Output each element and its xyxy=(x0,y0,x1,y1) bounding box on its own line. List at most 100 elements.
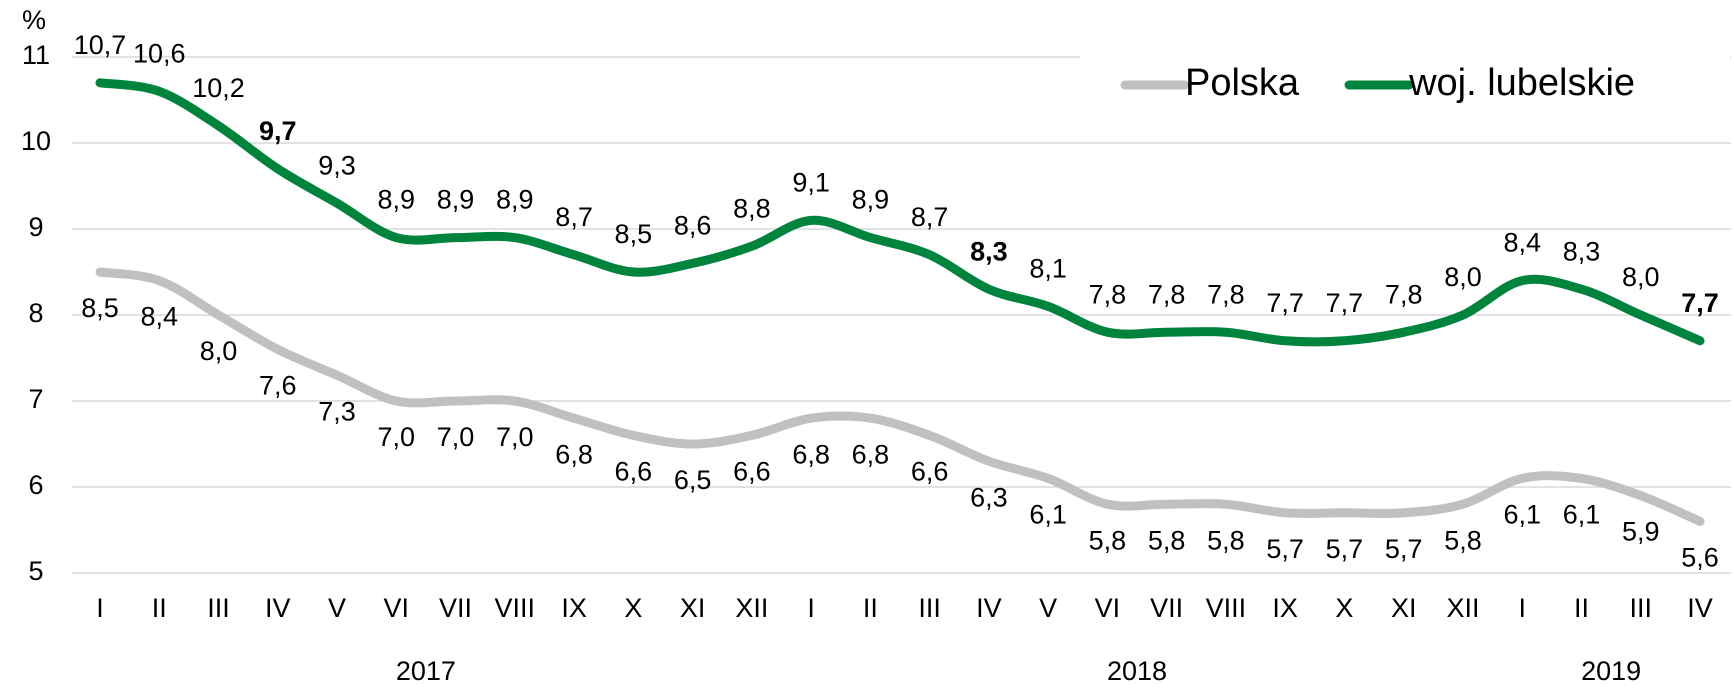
data-label: 10,2 xyxy=(192,73,245,103)
data-label: 8,4 xyxy=(1503,228,1541,258)
legend-label: woj. lubelskie xyxy=(1408,62,1635,104)
data-label: 8,5 xyxy=(615,219,653,249)
data-label: 5,7 xyxy=(1326,534,1364,564)
x-tick-label: II xyxy=(863,593,878,623)
data-label: 5,8 xyxy=(1148,525,1186,555)
x-tick-label: X xyxy=(1335,593,1353,623)
x-tick-label: IV xyxy=(1687,593,1713,623)
data-label: 7,0 xyxy=(437,422,475,452)
year-label: 2018 xyxy=(1107,656,1167,686)
data-label: 6,1 xyxy=(1503,500,1541,530)
year-label: 2017 xyxy=(396,656,456,686)
data-label: 7,0 xyxy=(496,422,534,452)
data-label: 8,4 xyxy=(140,302,178,332)
data-label: 8,7 xyxy=(911,202,949,232)
y-tick-label: 5 xyxy=(28,556,43,586)
data-label: 6,8 xyxy=(852,439,890,469)
x-tick-label: XI xyxy=(680,593,706,623)
data-label: 8,0 xyxy=(200,336,238,366)
data-label: 5,7 xyxy=(1385,534,1423,564)
data-label: 9,7 xyxy=(259,116,297,146)
data-label: 5,9 xyxy=(1622,517,1660,547)
legend-label: Polska xyxy=(1185,62,1300,104)
data-label: 8,9 xyxy=(378,185,416,215)
data-label: 8,9 xyxy=(852,185,890,215)
data-label: 6,8 xyxy=(792,439,830,469)
x-tick-label: IV xyxy=(976,593,1002,623)
x-tick-label: III xyxy=(1629,593,1652,623)
x-tick-label: VIII xyxy=(1206,593,1247,623)
data-label: 7,7 xyxy=(1326,288,1364,318)
data-label: 6,6 xyxy=(911,457,949,487)
data-label: 8,1 xyxy=(1029,254,1067,284)
x-tick-label: XI xyxy=(1391,593,1417,623)
data-label: 10,6 xyxy=(133,39,186,69)
data-label: 6,3 xyxy=(970,482,1008,512)
x-tick-label: II xyxy=(1574,593,1589,623)
data-label: 8,3 xyxy=(970,236,1008,266)
data-label: 7,8 xyxy=(1089,279,1127,309)
x-tick-label: VI xyxy=(384,593,410,623)
data-label: 9,3 xyxy=(318,150,356,180)
x-tick-label: III xyxy=(918,593,941,623)
data-label: 6,6 xyxy=(615,457,653,487)
y-tick-label: 7 xyxy=(28,384,43,414)
y-tick-label: 10 xyxy=(21,126,51,156)
x-tick-label: I xyxy=(807,593,815,623)
x-tick-label: III xyxy=(207,593,230,623)
data-label: 8,9 xyxy=(437,185,475,215)
data-label: 5,7 xyxy=(1266,534,1304,564)
data-label: 7,7 xyxy=(1681,288,1719,318)
series-line xyxy=(95,78,1705,347)
x-tick-label: I xyxy=(1518,593,1526,623)
data-label: 8,7 xyxy=(555,202,593,232)
data-label: 6,1 xyxy=(1563,500,1601,530)
data-label: 5,6 xyxy=(1681,543,1719,573)
data-label: 8,5 xyxy=(81,293,119,323)
data-label: 7,8 xyxy=(1385,279,1423,309)
y-axis-label: % xyxy=(22,5,46,35)
x-tick-label: IX xyxy=(1272,593,1298,623)
data-label: 7,3 xyxy=(318,396,356,426)
y-tick-label: 11 xyxy=(22,40,50,70)
data-label: 5,8 xyxy=(1444,525,1482,555)
data-label: 10,7 xyxy=(74,30,127,60)
data-label: 7,8 xyxy=(1148,279,1186,309)
x-tick-label: VI xyxy=(1095,593,1121,623)
x-tick-label: VII xyxy=(1150,593,1183,623)
data-label: 6,6 xyxy=(733,457,771,487)
y-tick-label: 9 xyxy=(28,212,43,242)
x-tick-label: VII xyxy=(439,593,472,623)
x-tick-label: IV xyxy=(265,593,291,623)
data-label: 5,8 xyxy=(1207,525,1245,555)
x-tick-label: XII xyxy=(1446,593,1479,623)
x-tick-label: II xyxy=(152,593,167,623)
data-label: 6,5 xyxy=(674,465,712,495)
data-label: 7,0 xyxy=(378,422,416,452)
x-tick-label: XII xyxy=(735,593,768,623)
data-label: 5,8 xyxy=(1089,525,1127,555)
data-label: 8,9 xyxy=(496,185,534,215)
data-label: 7,6 xyxy=(259,371,297,401)
data-label: 7,8 xyxy=(1207,279,1245,309)
x-tick-label: VIII xyxy=(495,593,536,623)
data-label: 7,7 xyxy=(1266,288,1304,318)
data-label: 8,6 xyxy=(674,211,712,241)
x-tick-label: I xyxy=(96,593,104,623)
x-tick-label: X xyxy=(624,593,642,623)
y-tick-label: 8 xyxy=(28,298,43,328)
data-label: 8,8 xyxy=(733,193,771,223)
series-line xyxy=(95,267,1705,526)
x-tick-label: V xyxy=(328,593,346,623)
data-label: 6,8 xyxy=(555,439,593,469)
x-tick-label: V xyxy=(1039,593,1057,623)
y-tick-label: 6 xyxy=(28,470,43,500)
year-label: 2019 xyxy=(1581,656,1641,686)
data-label: 8,0 xyxy=(1444,262,1482,292)
data-label: 8,3 xyxy=(1563,236,1601,266)
data-label: 6,1 xyxy=(1029,500,1067,530)
data-label: 9,1 xyxy=(792,168,830,198)
data-label: 8,0 xyxy=(1622,262,1660,292)
x-tick-label: IX xyxy=(561,593,587,623)
